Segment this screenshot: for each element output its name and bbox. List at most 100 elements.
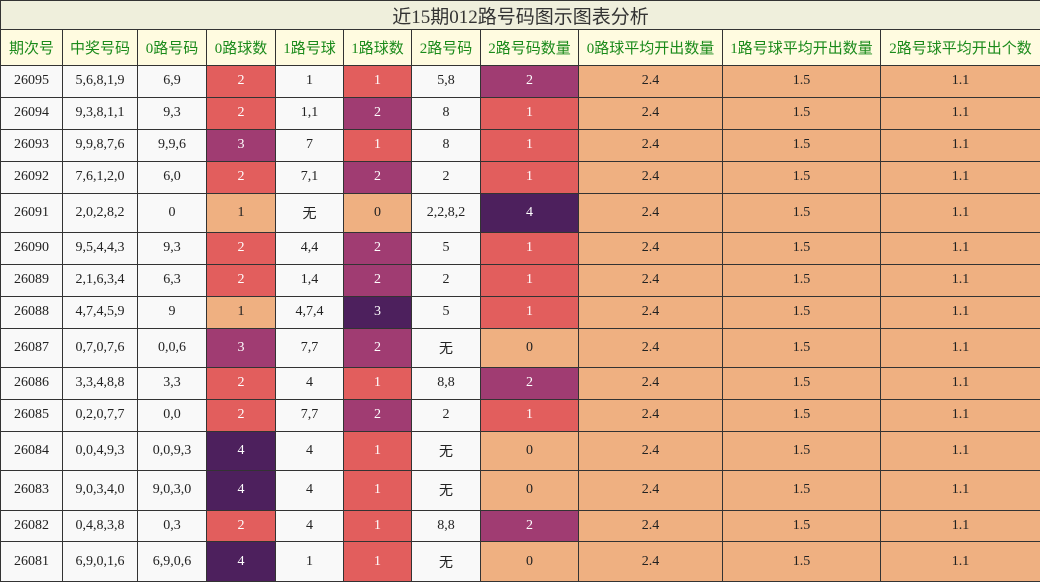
table-cell: 1 <box>343 509 412 543</box>
table-row: 26094 9,3,8,1,1 9,3 2 1,1 2 8 1 2.4 1.5 1.1 <box>0 96 1040 130</box>
table-cell: 6,3 <box>137 263 207 297</box>
table-cell: 26089 <box>0 263 63 297</box>
table-cell: 2 <box>206 96 276 130</box>
table-cell: 4 <box>480 192 579 233</box>
table-cell: 2,1,6,3,4 <box>62 263 138 297</box>
table-cell: 26092 <box>0 160 63 194</box>
table-cell: 26084 <box>0 430 63 472</box>
table-row: 26093 9,9,8,7,6 9,9,6 3 7 1 8 1 2.4 1.5 1.1 <box>0 128 1040 162</box>
table-cell: 1.5 <box>722 128 881 162</box>
table-row: 26089 2,1,6,3,4 6,3 2 1,4 2 2 1 2.4 1.5 1.1 <box>0 263 1040 297</box>
table-cell: 2 <box>343 96 412 130</box>
table-cell: 9 <box>137 295 207 329</box>
table-cell: 4,7,4,5,9 <box>62 295 138 329</box>
table-cell: 无 <box>411 470 481 511</box>
table-cell: 1.5 <box>722 470 881 511</box>
table-cell: 1 <box>480 231 579 265</box>
table-cell: 1.5 <box>722 509 881 543</box>
header-cell: 0路球平均开出数量 <box>578 29 723 66</box>
table-cell: 8,8 <box>411 367 481 400</box>
table-cell: 2 <box>343 231 412 265</box>
table-cell: 2.4 <box>578 192 723 233</box>
table-cell: 7,6,1,2,0 <box>62 160 138 194</box>
table-cell: 8,8 <box>411 509 481 543</box>
table-cell: 1.1 <box>879 398 1040 432</box>
table-cell: 1.1 <box>879 231 1040 265</box>
table-cell: 26087 <box>0 327 63 369</box>
table-cell: 1 <box>343 541 412 582</box>
table-cell: 5,8 <box>411 65 481 98</box>
table-cell: 2 <box>206 398 276 432</box>
table-cell: 2.4 <box>578 367 723 400</box>
table-cell: 1 <box>343 430 412 472</box>
table-cell: 26093 <box>0 128 63 162</box>
table-cell: 1 <box>206 192 276 233</box>
table-row: 26084 0,0,4,9,3 0,0,9,3 4 4 1 无 0 2.4 1.5 1.1 <box>0 430 1040 472</box>
table-cell: 5 <box>411 231 481 265</box>
table-cell: 1.5 <box>722 192 881 233</box>
table-cell: 4 <box>206 470 276 511</box>
table-cell: 1.1 <box>879 541 1040 582</box>
table-cell: 2.4 <box>578 470 723 511</box>
table-row: 26083 9,0,3,4,0 9,0,3,0 4 4 1 无 0 2.4 1.5 1.1 <box>0 470 1040 511</box>
table-cell: 0,7,0,7,6 <box>62 327 138 369</box>
table-cell: 26090 <box>0 231 63 265</box>
table-cell: 26094 <box>0 96 63 130</box>
table-row: 26092 7,6,1,2,0 6,0 2 7,1 2 2 1 2.4 1.5 1.1 <box>0 160 1040 194</box>
table-cell: 1.1 <box>879 295 1040 329</box>
header-cell: 期次号 <box>0 29 63 66</box>
table-cell: 2 <box>206 160 276 194</box>
table-cell: 1 <box>480 160 579 194</box>
table-cell: 6,0 <box>137 160 207 194</box>
table-cell: 4 <box>275 430 344 472</box>
table-cell: 0,0,9,3 <box>137 430 207 472</box>
table-cell: 2.4 <box>578 160 723 194</box>
table-cell: 1,1 <box>275 96 344 130</box>
table-cell: 1.1 <box>879 65 1040 98</box>
table-cell: 0 <box>480 430 579 472</box>
table-cell: 0 <box>480 470 579 511</box>
table-cell: 1.1 <box>879 509 1040 543</box>
table-cell: 2,0,2,8,2 <box>62 192 138 233</box>
table-cell: 2.4 <box>578 430 723 472</box>
table-cell: 0 <box>480 541 579 582</box>
table-cell: 1.5 <box>722 263 881 297</box>
table-cell: 1 <box>343 128 412 162</box>
table-cell: 8 <box>411 96 481 130</box>
table-cell: 9,0,3,0 <box>137 470 207 511</box>
table-cell: 6,9,0,6 <box>137 541 207 582</box>
table-cell: 7,7 <box>275 398 344 432</box>
table-cell: 26081 <box>0 541 63 582</box>
table-cell: 26083 <box>0 470 63 511</box>
table-cell: 4 <box>206 541 276 582</box>
table-cell: 1.5 <box>722 65 881 98</box>
table-cell: 2.4 <box>578 96 723 130</box>
table-cell: 1.1 <box>879 128 1040 162</box>
table-cell: 6,9 <box>137 65 207 98</box>
table-cell: 1.5 <box>722 231 881 265</box>
table-cell: 2 <box>343 398 412 432</box>
table-cell: 无 <box>275 192 344 233</box>
header-cell: 2路号码数量 <box>480 29 579 66</box>
table-cell: 2 <box>480 509 579 543</box>
table-cell: 1 <box>480 295 579 329</box>
table-cell: 26082 <box>0 509 63 543</box>
table-cell: 1,4 <box>275 263 344 297</box>
table-row: 26088 4,7,4,5,9 9 1 4,7,4 3 5 1 2.4 1.5 1.1 <box>0 295 1040 329</box>
table-cell: 2 <box>343 263 412 297</box>
table-cell: 1 <box>480 398 579 432</box>
table-cell: 0 <box>480 327 579 369</box>
header-cell: 1路球数 <box>343 29 412 66</box>
header-cell: 1路号球平均开出数量 <box>722 29 881 66</box>
table-cell: 0,0,4,9,3 <box>62 430 138 472</box>
table-cell: 1 <box>275 541 344 582</box>
table-cell: 2.4 <box>578 128 723 162</box>
table-cell: 3 <box>343 295 412 329</box>
table-row: 26087 0,7,0,7,6 0,0,6 3 7,7 2 无 0 2.4 1.5 1.1 <box>0 327 1040 369</box>
table-cell: 1 <box>343 367 412 400</box>
table-row: 26085 0,2,0,7,7 0,0 2 7,7 2 2 1 2.4 1.5 1.1 <box>0 398 1040 432</box>
table-cell: 2 <box>206 231 276 265</box>
table-cell: 1.5 <box>722 430 881 472</box>
table-cell: 1.1 <box>879 327 1040 369</box>
table-cell: 2.4 <box>578 541 723 582</box>
